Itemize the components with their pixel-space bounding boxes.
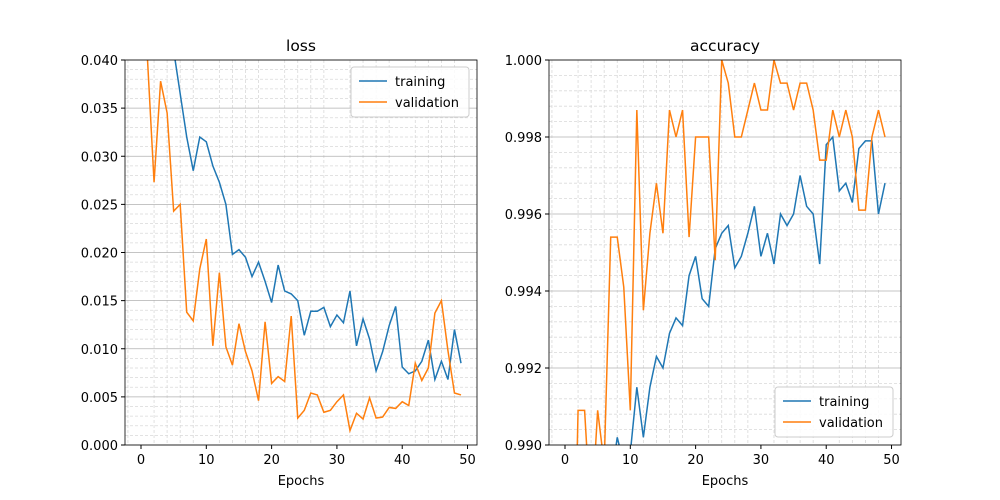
legend-label: training — [395, 75, 445, 90]
legend-label: validation — [819, 416, 883, 431]
y-tick-label: 0.990 — [505, 439, 542, 454]
y-tick-label: 0.005 — [81, 391, 118, 406]
y-tick-label: 0.025 — [81, 198, 118, 213]
y-tick-label: 1.000 — [505, 54, 542, 69]
y-tick-label: 0.000 — [81, 439, 118, 454]
x-tick-label: 0 — [561, 453, 569, 468]
line — [576, 60, 886, 445]
x-tick-label: 50 — [459, 453, 476, 468]
x-tick-label: 20 — [263, 453, 280, 468]
x-tick-label: 10 — [622, 453, 639, 468]
x-tick-label: 40 — [818, 453, 835, 468]
line — [615, 135, 886, 445]
legend: training validation — [774, 386, 894, 438]
x-tick-label: 20 — [687, 453, 704, 468]
axes: 0.990 0.992 0.994 0.996 0.998 1.000 0 10 20 30 40 5… — [505, 37, 902, 489]
y-tick-label: 0.994 — [505, 285, 542, 300]
x-tick-label: 30 — [753, 453, 770, 468]
y-tick-label: 0.035 — [81, 102, 118, 117]
legend: training validation — [350, 66, 470, 118]
axes-frame — [548, 59, 902, 446]
legend-label: validation — [395, 96, 459, 111]
y-tick-label: 0.030 — [81, 150, 118, 165]
x-tick-label: 0 — [137, 453, 145, 468]
y-tick-label: 0.040 — [81, 54, 118, 69]
y-tick-label: 0.996 — [505, 208, 542, 223]
line — [174, 60, 462, 383]
line — [146, 60, 462, 434]
axes-title: loss — [286, 37, 316, 55]
axes: 0.000 0.005 0.010 0.015 0.020 0.025 0.030 0.035… — [81, 37, 478, 489]
axes-frame — [124, 59, 478, 446]
legend-label: training — [819, 395, 869, 410]
x-tick-label: 30 — [329, 453, 346, 468]
y-tick-label: 0.020 — [81, 247, 118, 262]
axes-title: accuracy — [690, 37, 760, 55]
legend-box — [350, 66, 470, 118]
y-tick-label: 0.992 — [505, 362, 542, 377]
legend-box — [774, 386, 894, 438]
x-tick-label: 40 — [394, 453, 411, 468]
x-tick-label: 50 — [883, 453, 900, 468]
x-axis-label: Epochs — [702, 474, 749, 489]
x-tick-label: 10 — [198, 453, 215, 468]
x-axis-label: Epochs — [278, 474, 325, 489]
y-tick-label: 0.015 — [81, 295, 118, 310]
y-tick-label: 0.998 — [505, 131, 542, 146]
y-tick-label: 0.010 — [81, 343, 118, 358]
